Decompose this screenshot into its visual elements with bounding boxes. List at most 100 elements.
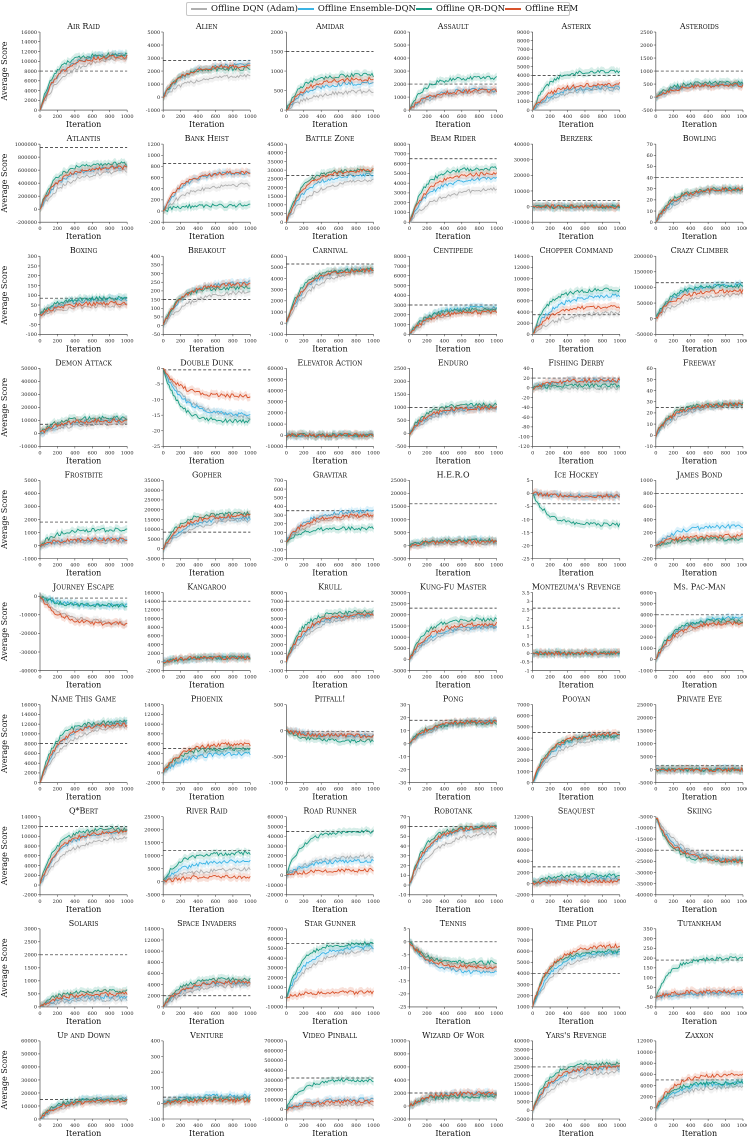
series-line-offline-rem: [286, 1099, 374, 1111]
x-axis-label: Iteration: [312, 905, 347, 914]
subplot-title: Asterix: [561, 22, 592, 31]
series-band-offline-rem: [286, 609, 374, 666]
y-tick-label: 2000: [394, 379, 407, 385]
series-line-offline-qr-dqn: [655, 1080, 744, 1109]
series-band-offline-dqn-adam: [532, 84, 620, 111]
y-tick-label: 10000: [391, 517, 407, 523]
x-tick-label: 400: [193, 675, 203, 681]
y-tick-label: 400: [151, 1039, 161, 1045]
x-tick-label: 600: [211, 114, 221, 120]
series-band-offline-qr-dqn: [532, 200, 620, 213]
series-line-offline-rem: [162, 979, 251, 1008]
y-tick-label: 5000: [640, 754, 653, 760]
subplot-title: Fishing Derby: [548, 358, 605, 367]
y-tick-label: 3000: [517, 82, 530, 88]
series-band-offline-qr-dqn: [655, 615, 743, 664]
subplot-title: Kung-Fu Master: [420, 583, 487, 592]
y-tick-label: 8000: [24, 844, 37, 850]
x-tick-label: 1000: [490, 114, 503, 120]
y-tick-label: 2000: [517, 91, 530, 97]
series-line-offline-dqn-adam: [40, 997, 128, 1008]
x-tick-label: 0: [38, 1011, 41, 1017]
y-tick-label: 50000: [21, 366, 37, 372]
x-tick-label: 200: [422, 1123, 432, 1129]
y-tick-label: 20000: [637, 715, 653, 721]
series-band-offline-dqn-adam: [163, 979, 251, 1007]
legend-label-qrdqn: Offline QR-DQN: [436, 4, 506, 14]
y-tick-label: 2500: [24, 940, 37, 946]
y-tick-label: 5000: [271, 265, 284, 271]
series-band-offline-rem: [532, 78, 620, 111]
subplot-title: Pooyan: [562, 695, 590, 704]
y-tick-label: 10: [400, 873, 406, 879]
x-tick-label: 800: [721, 899, 731, 905]
x-tick-label: 800: [474, 114, 484, 120]
subplot-title: Seaquest: [558, 807, 595, 816]
y-tick-label: 2000: [394, 200, 407, 206]
y-tick-label: 3.5: [522, 590, 530, 596]
y-tick-label: 1500: [640, 56, 653, 62]
x-tick-label: 400: [440, 338, 450, 344]
y-tick-label: 40000: [21, 379, 37, 385]
y-tick-label: 4000: [24, 491, 37, 497]
y-tick-label: -50: [29, 322, 37, 328]
subplot-seaquest: Seaquest-2000020004000600080001000012000…: [514, 807, 626, 914]
x-axis-label: Iteration: [66, 120, 101, 129]
y-tick-label: 12000: [144, 608, 160, 614]
y-tick-label: 100000: [634, 285, 653, 291]
series-band-offline-rem: [655, 285, 743, 323]
x-tick-label: 600: [211, 226, 221, 232]
series-line-offline-ensemble-dqn: [285, 858, 374, 877]
series-band-offline-qr-dqn: [532, 490, 620, 531]
y-tick-label: 30000: [144, 488, 160, 494]
y-tick-label: 10000: [144, 527, 160, 533]
y-tick-label: 20000: [391, 491, 407, 497]
y-tick-label: 600: [151, 175, 161, 181]
subplot-crazy-climber: Crazy Climber-50000050000100000150000200…: [634, 246, 747, 353]
series-band-offline-dqn-adam: [532, 947, 620, 1007]
x-axis-label: Iteration: [559, 120, 594, 129]
series-band-offline-dqn-adam: [40, 720, 128, 783]
y-tick-label: 0: [280, 539, 283, 545]
subplot-title: Robotank: [434, 807, 473, 816]
x-axis-label: Iteration: [559, 1129, 594, 1138]
y-tick-label: 20000: [267, 854, 283, 860]
series-line-offline-qr-dqn: [39, 161, 128, 210]
y-tick-label: 400: [643, 517, 653, 523]
y-tick-label: 25000: [144, 498, 160, 504]
x-tick-label: 0: [531, 114, 534, 120]
subplot-title: River Raid: [186, 807, 228, 816]
series-band-offline-ensemble-dqn: [409, 173, 497, 223]
x-axis-label: Iteration: [682, 120, 717, 129]
y-tick-label: 2000: [271, 642, 284, 648]
x-tick-label: 800: [474, 675, 484, 681]
series-line-offline-rem: [39, 300, 128, 317]
x-tick-label: 1000: [490, 226, 503, 232]
x-tick-label: 0: [162, 226, 165, 232]
subplot-title: Space Invaders: [177, 919, 236, 928]
subplot-atlantis: Atlantis-2000000200000400000600000800000…: [15, 134, 134, 241]
x-tick-label: 200: [545, 563, 555, 569]
y-tick-label: 1500: [394, 392, 407, 398]
series-line-offline-dqn-adam: [532, 310, 621, 334]
y-tick-label: 2500: [394, 366, 407, 372]
x-tick-label: 1000: [244, 787, 257, 793]
y-tick-label: 2000: [640, 43, 653, 49]
x-tick-label: 0: [408, 338, 411, 344]
series-band-offline-qr-dqn: [409, 72, 497, 111]
x-tick-label: 1000: [367, 563, 380, 569]
y-tick-label: 200000: [18, 194, 37, 200]
y-tick-label: 1200: [147, 142, 160, 148]
y-tick-label: -1000: [269, 332, 283, 338]
y-tick-label: 7000: [271, 599, 284, 605]
y-tick-label: 0: [403, 657, 406, 663]
x-axis-label: Iteration: [559, 681, 594, 690]
y-tick-label: -5: [402, 953, 407, 959]
series-band-offline-qr-dqn: [409, 717, 497, 747]
y-tick-label: 4000: [640, 613, 653, 619]
series-band-offline-rem: [532, 647, 620, 660]
x-tick-label: 400: [686, 114, 696, 120]
subplot-title: Asteroids: [679, 22, 719, 31]
series-band-offline-qr-dqn: [532, 869, 620, 888]
